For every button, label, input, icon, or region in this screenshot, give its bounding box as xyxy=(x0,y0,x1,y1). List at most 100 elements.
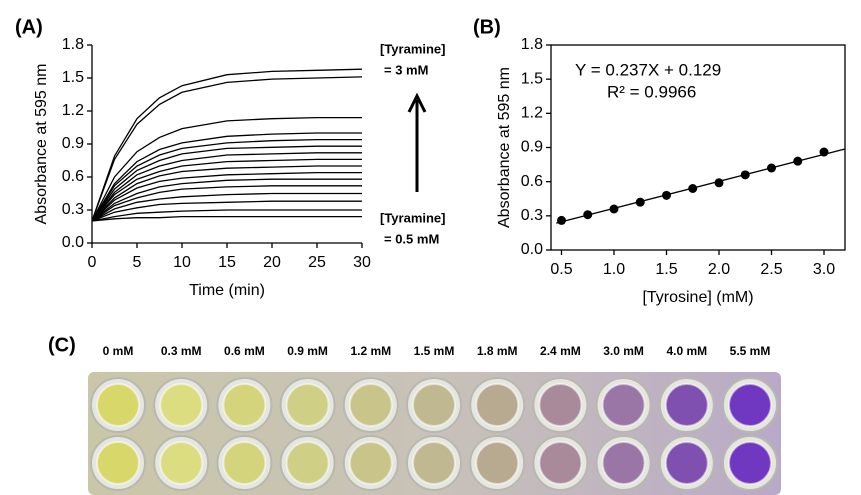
y-tick-label: 0.6 xyxy=(62,168,84,185)
point xyxy=(635,197,645,207)
well-liquid xyxy=(159,441,204,485)
well-liquid xyxy=(285,383,330,427)
curve xyxy=(91,152,362,222)
x-tick-label: 5 xyxy=(133,254,142,271)
curve xyxy=(91,158,362,222)
well-liquid xyxy=(728,383,772,427)
y-tick-label: 0.0 xyxy=(62,234,84,251)
panel-label: (B) xyxy=(473,16,501,38)
panel-label: (C) xyxy=(48,334,76,356)
curve xyxy=(91,68,363,222)
curve xyxy=(91,171,362,222)
curve xyxy=(91,200,362,222)
x-tick-label: 3.0 xyxy=(813,261,835,278)
well-liquid xyxy=(348,383,393,427)
y-tick-label: 1.8 xyxy=(62,36,84,53)
well-liquid xyxy=(664,441,709,485)
point xyxy=(662,190,671,200)
concentration-label: 3.0 mM xyxy=(603,344,644,358)
curve xyxy=(91,138,362,222)
curve xyxy=(91,185,362,222)
point xyxy=(557,215,566,225)
well-liquid xyxy=(601,441,646,485)
x-tick-label: 15 xyxy=(218,254,236,271)
x-tick-label: 2.0 xyxy=(708,261,730,278)
well-liquid xyxy=(412,383,456,427)
point xyxy=(819,147,829,157)
x-tick-label: 2.5 xyxy=(760,261,782,278)
curve xyxy=(91,215,362,222)
panel-label: (A) xyxy=(15,16,43,38)
arrow xyxy=(407,92,427,192)
point xyxy=(714,178,724,188)
concentration-label: 1.8 mM xyxy=(477,344,518,358)
concentration-label: 0.6 mM xyxy=(224,344,265,358)
point xyxy=(609,204,619,214)
y-tick-label: 0.3 xyxy=(521,207,543,224)
concentration-label: 0 mM xyxy=(103,344,134,358)
annotation: = 3 mM xyxy=(384,62,428,77)
well-liquid xyxy=(222,383,267,427)
point xyxy=(583,210,593,220)
concentration-label: 4.0 mM xyxy=(666,344,707,358)
well-liquid xyxy=(538,383,583,427)
well-liquid xyxy=(285,441,330,485)
r-squared: R² = 0.9966 xyxy=(607,82,696,101)
y-tick-label: 0.9 xyxy=(62,135,84,152)
y-tick-label: 0.6 xyxy=(521,173,543,190)
curve xyxy=(91,76,363,222)
y-tick-label: 1.2 xyxy=(62,102,84,119)
y-tick-label: 1.5 xyxy=(521,70,543,87)
well-liquid xyxy=(664,383,709,427)
point xyxy=(793,156,803,166)
well-liquid xyxy=(159,383,204,427)
x-tick-label: 25 xyxy=(308,254,326,271)
curve xyxy=(91,116,362,222)
well-liquid xyxy=(475,441,520,485)
concentration-label: 1.2 mM xyxy=(350,344,391,358)
concentration-label: 2.4 mM xyxy=(540,344,581,358)
point xyxy=(740,170,750,180)
concentration-label: 0.3 mM xyxy=(161,344,202,358)
curve xyxy=(91,209,362,222)
point xyxy=(688,184,698,193)
y-tick-label: 0.0 xyxy=(521,241,543,258)
concentration-label: 1.5 mM xyxy=(414,344,455,358)
x-tick-label: 1.5 xyxy=(655,261,677,278)
y-tick-label: 1.8 xyxy=(521,36,543,53)
y-tick-label: 0.3 xyxy=(62,201,84,218)
well-liquid xyxy=(412,441,456,485)
curve xyxy=(91,132,362,222)
concentration-label: 5.5 mM xyxy=(730,344,771,358)
y-tick-label: 1.2 xyxy=(521,105,543,122)
x-tick-label: 10 xyxy=(173,254,191,271)
x-axis-label: Time (min) xyxy=(189,282,265,299)
curve xyxy=(91,165,362,222)
x-tick-label: 0 xyxy=(88,254,97,271)
point xyxy=(767,163,776,173)
well-liquid xyxy=(96,441,140,485)
well-liquid xyxy=(222,441,267,485)
annotation: [Tyramine] xyxy=(380,41,446,56)
y-tick-label: 0.9 xyxy=(521,139,543,156)
concentration-label: 0.9 mM xyxy=(287,344,328,358)
curve xyxy=(91,178,362,222)
well-liquid xyxy=(475,383,520,427)
well-liquid xyxy=(538,441,583,485)
wells xyxy=(90,377,778,491)
y-tick-label: 1.5 xyxy=(62,69,84,86)
y-axis-label: Absorbance at 595 nm xyxy=(496,67,513,228)
well-liquid xyxy=(728,441,772,485)
x-tick-label: 30 xyxy=(353,254,371,271)
well-liquid xyxy=(96,383,140,427)
well-liquid xyxy=(348,441,393,485)
x-tick-label: 1.0 xyxy=(603,261,625,278)
curve xyxy=(91,192,362,222)
annotation: = 0.5 mM xyxy=(384,231,439,246)
x-axis-label: [Tyrosine] (mM) xyxy=(642,289,753,306)
x-tick-label: 20 xyxy=(263,254,281,271)
curve xyxy=(91,145,362,222)
equation: Y = 0.237X + 0.129 xyxy=(575,60,721,79)
annotation: [Tyramine] xyxy=(380,210,446,225)
